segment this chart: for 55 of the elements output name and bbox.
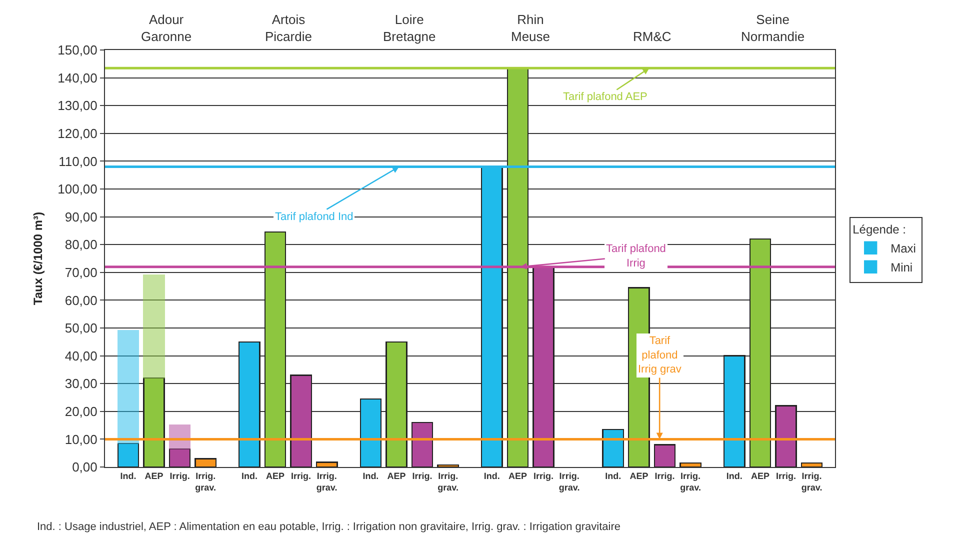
- x-tick-label: Ind.: [726, 470, 742, 481]
- y-tick-label: 100,00: [58, 182, 98, 197]
- y-tick-label: 140,00: [58, 70, 98, 86]
- text: Ind. : Usage industriel, AEP : Alimentation en eau potable, Irrig. : Irrigation non gravitaire, Irrig. grav. : Irrigation gravitaire: [37, 521, 620, 533]
- text: RM&C: [633, 29, 672, 44]
- ref-line-label: Tarif plafond Irrig: [606, 243, 666, 270]
- text: Loire Bretagne: [383, 12, 436, 44]
- x-tick-label: Irrig. grav.: [195, 470, 216, 492]
- y-tick-label: 130,00: [58, 98, 98, 114]
- x-tick-label: Irrig. grav.: [801, 470, 822, 492]
- legend-label: Maxi: [890, 242, 916, 256]
- ref-line-label: Tarif plafond Ind: [275, 211, 354, 223]
- legend-title: Légende :: [852, 222, 906, 236]
- y-tick-label: 60,00: [64, 292, 98, 308]
- ref-line-label: Tarif plafond AEP: [563, 91, 648, 103]
- x-tick-label: AEP: [266, 470, 285, 481]
- x-tick-label: Ind.: [484, 470, 500, 481]
- x-tick-label: AEP: [387, 470, 406, 481]
- x-tick-label: Ind.: [362, 470, 379, 481]
- y-tick-label: 10,00: [64, 432, 98, 447]
- x-tick-label: Irrig.: [654, 470, 675, 481]
- text: Artois Picardie: [265, 12, 312, 44]
- y-tick-label: 40,00: [64, 348, 98, 364]
- x-tick-label: Irrig.: [291, 470, 312, 481]
- y-tick-label: 20,00: [64, 404, 98, 419]
- text: Rhin Meuse: [511, 12, 550, 44]
- legend-label: Mini: [890, 260, 913, 275]
- y-tick-label: 80,00: [64, 237, 98, 252]
- y-tick-label: 70,00: [64, 264, 98, 280]
- x-tick-label: Irrig. grav.: [438, 470, 458, 492]
- x-tick-label: Irrig. grav.: [680, 470, 701, 492]
- x-tick-label: Irrig. grav.: [558, 470, 580, 492]
- ref-line-label: Tarif plafond Irrig grav: [638, 335, 682, 376]
- y-tick-label: 0,00: [72, 460, 98, 475]
- x-tick-label: AEP: [508, 470, 527, 481]
- y-tick-label: 90,00: [64, 209, 98, 224]
- x-tick-label: AEP: [144, 470, 164, 481]
- y-tick-label: 150,00: [58, 42, 98, 58]
- x-tick-label: Ind.: [605, 470, 622, 481]
- y-tick-label: 30,00: [64, 376, 98, 392]
- text: Adour Garonne: [141, 12, 192, 44]
- x-tick-label: Irrig.: [412, 470, 432, 481]
- text: Seine Normandie: [741, 12, 805, 44]
- y-tick-label: 120,00: [58, 126, 98, 141]
- x-tick-label: Ind.: [241, 470, 258, 481]
- x-tick-label: Ind.: [120, 470, 136, 481]
- x-tick-label: Irrig.: [534, 470, 554, 481]
- x-tick-label: Irrig.: [170, 470, 190, 481]
- x-tick-label: AEP: [630, 470, 648, 481]
- x-tick-label: Irrig. grav.: [316, 470, 338, 492]
- y-tick-label: 50,00: [64, 320, 98, 336]
- x-tick-label: AEP: [750, 470, 770, 481]
- y-tick-label: 110,00: [58, 154, 98, 169]
- x-tick-label: Irrig.: [776, 470, 796, 481]
- y-axis-title: Taux (€/1000 m³): [30, 212, 45, 306]
